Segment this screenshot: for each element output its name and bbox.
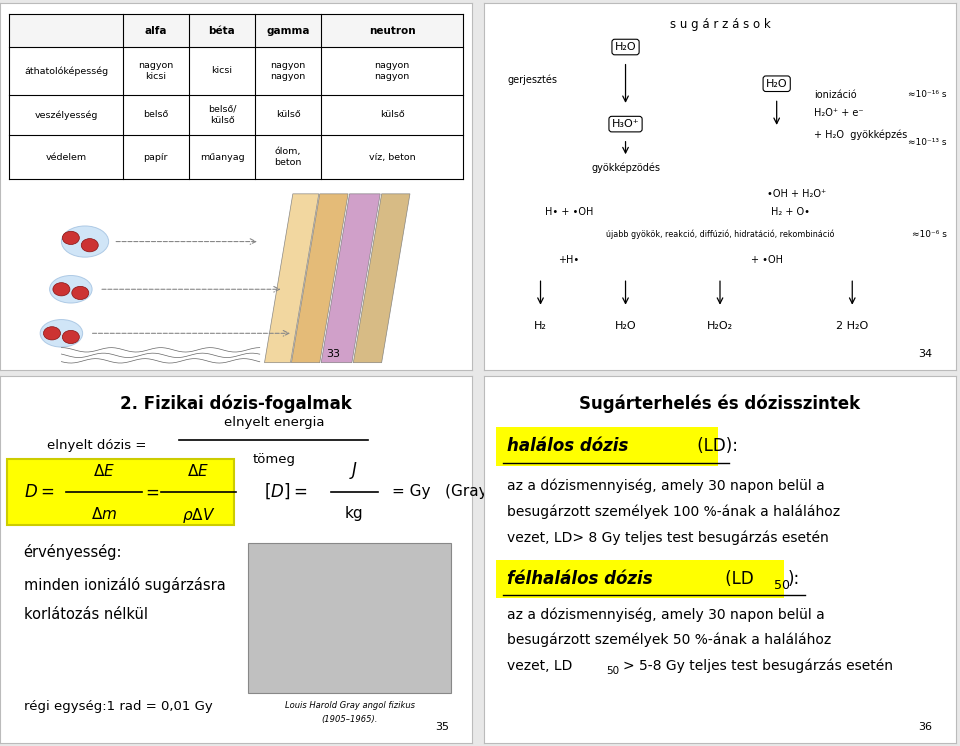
Text: besugárzott személyek 50 %-ának a halálához: besugárzott személyek 50 %-ának a halálá…: [508, 633, 831, 648]
Text: s u g á r z á s o k: s u g á r z á s o k: [670, 18, 770, 31]
Text: $[D]=$: $[D]=$: [265, 482, 307, 501]
Text: = Gy   (Gray): = Gy (Gray): [392, 484, 493, 499]
Text: elnyelt energia: elnyelt energia: [224, 416, 324, 429]
FancyBboxPatch shape: [10, 14, 463, 47]
Text: +H•: +H•: [558, 255, 580, 265]
Circle shape: [62, 330, 80, 344]
Ellipse shape: [40, 319, 83, 347]
Text: 35: 35: [435, 722, 448, 732]
Text: $\it{\Delta E}$: $\it{\Delta E}$: [187, 463, 209, 479]
Text: nagyon
nagyon: nagyon nagyon: [271, 61, 305, 81]
Text: H• + •OH: H• + •OH: [544, 207, 593, 217]
Text: H₂O₂: H₂O₂: [707, 321, 733, 331]
Text: (LD):: (LD):: [691, 437, 737, 456]
Text: papír: papír: [144, 153, 168, 162]
Text: régi egység:1 rad = 0,01 Gy: régi egység:1 rad = 0,01 Gy: [24, 700, 212, 713]
Text: halálos dózis: halálos dózis: [508, 437, 629, 456]
FancyBboxPatch shape: [495, 560, 783, 598]
Text: H₂O: H₂O: [766, 79, 787, 89]
Polygon shape: [265, 194, 319, 363]
Text: 50: 50: [775, 580, 790, 592]
Circle shape: [82, 239, 98, 252]
Ellipse shape: [50, 275, 92, 303]
Text: béta: béta: [208, 25, 235, 36]
Text: kicsi: kicsi: [211, 66, 232, 75]
Text: ≈10⁻⁶ s: ≈10⁻⁶ s: [912, 230, 947, 239]
Text: ionizáció: ionizáció: [814, 90, 857, 100]
Text: > 5-8 Gy teljes test besugárzás esetén: > 5-8 Gy teljes test besugárzás esetén: [623, 659, 893, 673]
Text: külső: külső: [380, 110, 404, 119]
Text: Sugárterhelés és dózisszintek: Sugárterhelés és dózisszintek: [580, 395, 860, 413]
Circle shape: [53, 283, 70, 296]
Text: $\it{D}=$: $\it{D}=$: [24, 483, 54, 501]
Text: besugárzott személyek 100 %-ának a halálához: besugárzott személyek 100 %-ának a halál…: [508, 504, 841, 519]
Text: H₂: H₂: [534, 321, 547, 331]
Text: korlátozás nélkül: korlátozás nélkül: [24, 607, 148, 622]
Text: + H₂O  gyökképzés: + H₂O gyökképzés: [814, 130, 908, 140]
Text: tömeg: tömeg: [252, 453, 296, 466]
Text: 2. Fizikai dózis-fogalmak: 2. Fizikai dózis-fogalmak: [120, 395, 352, 413]
Text: elnyelt dózis =: elnyelt dózis =: [47, 439, 147, 452]
Text: H₂O: H₂O: [614, 321, 636, 331]
Ellipse shape: [61, 226, 108, 257]
Text: 33: 33: [326, 349, 340, 359]
Text: alfa: alfa: [145, 25, 167, 36]
Text: neutron: neutron: [369, 25, 416, 36]
Text: H₃O⁺: H₃O⁺: [612, 119, 639, 129]
Text: nagyon
nagyon: nagyon nagyon: [374, 61, 410, 81]
Polygon shape: [322, 194, 380, 363]
FancyBboxPatch shape: [248, 543, 451, 694]
Text: belső: belső: [143, 110, 169, 119]
Text: (LD: (LD: [720, 570, 754, 588]
Text: vezet, LD: vezet, LD: [508, 659, 573, 673]
Text: minden ionizáló sugárzásra: minden ionizáló sugárzásra: [24, 577, 226, 593]
Text: H₂O⁺ + e⁻: H₂O⁺ + e⁻: [814, 108, 864, 118]
Text: az a dózismennyiség, amely 30 napon belül a: az a dózismennyiség, amely 30 napon belü…: [508, 607, 826, 622]
Text: 36: 36: [919, 722, 932, 732]
Text: ólom,
beton: ólom, beton: [275, 147, 301, 167]
Text: újabb gyökök, reakció, diffúzió, hidratáció, rekombináció: újabb gyökök, reakció, diffúzió, hidratá…: [606, 230, 834, 239]
Text: Louis Harold Gray angol fizikus: Louis Harold Gray angol fizikus: [284, 700, 415, 709]
Text: vezet, LD> 8 Gy teljes test besugárzás esetén: vezet, LD> 8 Gy teljes test besugárzás e…: [508, 530, 829, 545]
FancyBboxPatch shape: [495, 427, 718, 466]
Text: félhalálos dózis: félhalálos dózis: [508, 570, 653, 588]
Text: gerjesztés: gerjesztés: [508, 75, 558, 85]
Text: gyökképzödés: gyökképzödés: [591, 163, 660, 173]
Text: az a dózismennyiség, amely 30 napon belül a: az a dózismennyiség, amely 30 napon belü…: [508, 479, 826, 493]
Text: J: J: [351, 461, 357, 479]
Text: ≈10⁻¹³ s: ≈10⁻¹³ s: [908, 138, 947, 147]
Text: 2 H₂O: 2 H₂O: [836, 321, 869, 331]
Text: $\it{\Delta m}$: $\it{\Delta m}$: [91, 507, 117, 522]
Text: $\it{\rho\Delta V}$: $\it{\rho\Delta V}$: [181, 507, 215, 525]
Text: 34: 34: [919, 349, 932, 359]
Text: H₂O: H₂O: [614, 42, 636, 52]
Text: H₂ + O•: H₂ + O•: [771, 207, 810, 217]
Text: ≈10⁻¹⁶ s: ≈10⁻¹⁶ s: [908, 90, 947, 99]
Text: (1905–1965).: (1905–1965).: [322, 715, 377, 724]
Text: nagyon
kicsi: nagyon kicsi: [138, 61, 174, 81]
Circle shape: [72, 286, 88, 300]
Text: védelem: védelem: [45, 153, 86, 162]
FancyBboxPatch shape: [7, 459, 234, 524]
Circle shape: [43, 327, 60, 340]
Text: áthatolóképesség: áthatolóképesség: [24, 66, 108, 75]
Polygon shape: [292, 194, 348, 363]
Text: + •OH: + •OH: [752, 255, 783, 265]
Text: 50: 50: [606, 666, 619, 676]
Text: kg: kg: [345, 507, 364, 521]
Text: műanyag: műanyag: [200, 153, 244, 162]
Text: veszélyesség: veszélyesség: [35, 110, 98, 119]
Circle shape: [62, 231, 80, 245]
Text: $\it{\Delta E}$: $\it{\Delta E}$: [93, 463, 115, 479]
Text: belső/
külső: belső/ külső: [207, 105, 236, 125]
Text: •OH + H₂O⁺: •OH + H₂O⁺: [767, 189, 827, 199]
Text: víz, beton: víz, beton: [369, 153, 416, 162]
Text: külső: külső: [276, 110, 300, 119]
Text: $\it{=}$: $\it{=}$: [142, 483, 159, 501]
Text: ):: ):: [787, 570, 800, 588]
Text: érvényesség:: érvényesség:: [24, 544, 122, 560]
Polygon shape: [353, 194, 410, 363]
Text: gamma: gamma: [266, 25, 310, 36]
